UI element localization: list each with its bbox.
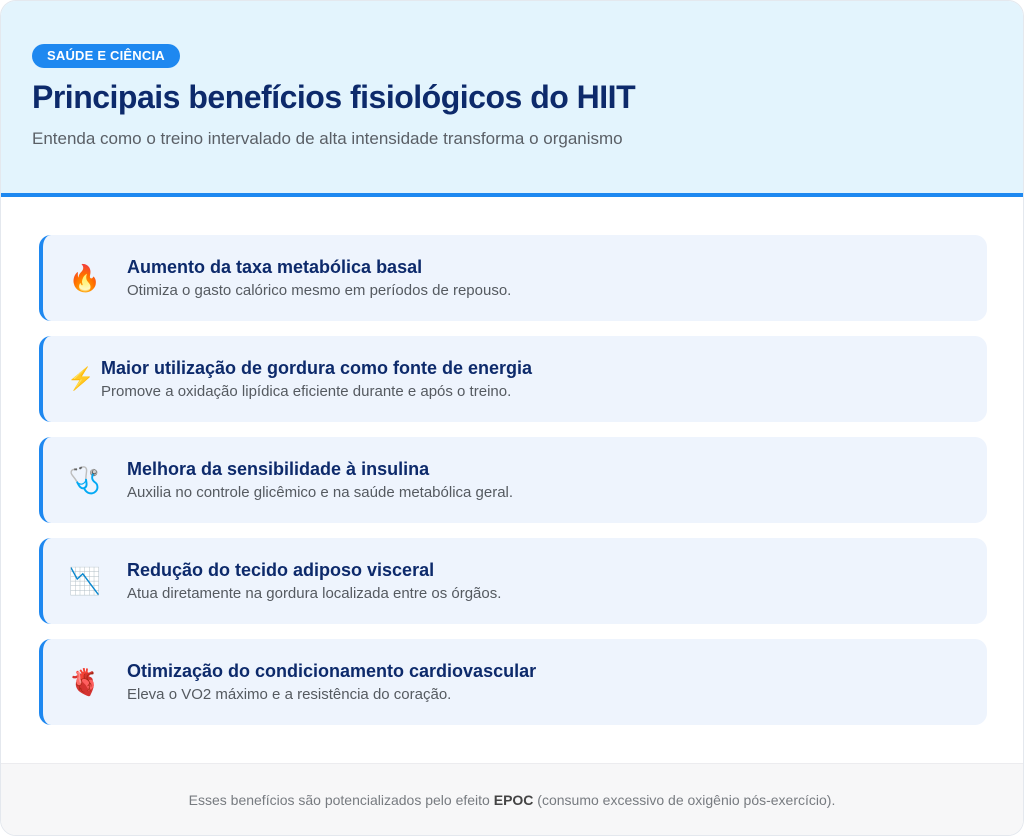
epoc-highlight: EPOC xyxy=(493,792,534,808)
benefit-description: Auxilia no controle glicêmico e na saúde… xyxy=(127,484,514,501)
page-subtitle: Entenda como o treino intervalado de alt… xyxy=(32,129,623,148)
anatomical-heart-icon: 🫀 xyxy=(68,667,102,697)
chart-decreasing-icon: 📉 xyxy=(68,566,102,596)
benefit-description: Promove a oxidação lipídica eficiente du… xyxy=(101,383,512,400)
footer-note: Esses benefícios são potencializados pel… xyxy=(1,764,1023,835)
benefit-title: Otimização do condicionamento cardiovasc… xyxy=(127,661,537,681)
benefit-description: Atua diretamente na gordura localizada e… xyxy=(127,585,502,602)
benefit-item: 🩺 Melhora da sensibilidade à insulina Au… xyxy=(39,437,987,523)
benefit-title: Aumento da taxa metabólica basal xyxy=(127,257,423,277)
benefit-title: Melhora da sensibilidade à insulina xyxy=(127,459,430,479)
fire-icon: 🔥 xyxy=(68,263,102,293)
benefit-item: 🔥 Aumento da taxa metabólica basal Otimi… xyxy=(39,235,987,321)
benefit-title: Redução do tecido adiposo visceral xyxy=(127,560,435,580)
footer-text-end: (consumo excessivo de oxigênio pós-exerc… xyxy=(533,792,836,808)
category-badge: SAÚDE E CIÊNCIA xyxy=(32,44,180,68)
lightning-icon: ⚡ xyxy=(67,366,95,391)
footer-text: Esses benefícios são potencializados pel… xyxy=(188,792,494,808)
benefit-description: Eleva o VO2 máximo e a resistência do co… xyxy=(127,686,452,703)
page-title: Principais benefícios fisiológicos do HI… xyxy=(32,79,636,115)
benefit-description: Otimiza o gasto calórico mesmo em períod… xyxy=(127,282,512,299)
benefit-item: ⚡ Maior utilização de gordura como fonte… xyxy=(39,336,987,422)
stethoscope-icon: 🩺 xyxy=(68,465,102,495)
footer: Esses benefícios são potencializados pel… xyxy=(1,763,1023,835)
benefits-list: 🔥 Aumento da taxa metabólica basal Otimi… xyxy=(39,235,987,740)
benefit-item: 🫀 Otimização do condicionamento cardiova… xyxy=(39,639,987,725)
benefit-title: Maior utilização de gordura como fonte d… xyxy=(101,358,533,378)
benefit-item: 📉 Redução do tecido adiposo visceral Atu… xyxy=(39,538,987,624)
header: SAÚDE E CIÊNCIA Principais benefícios fi… xyxy=(1,1,1023,197)
